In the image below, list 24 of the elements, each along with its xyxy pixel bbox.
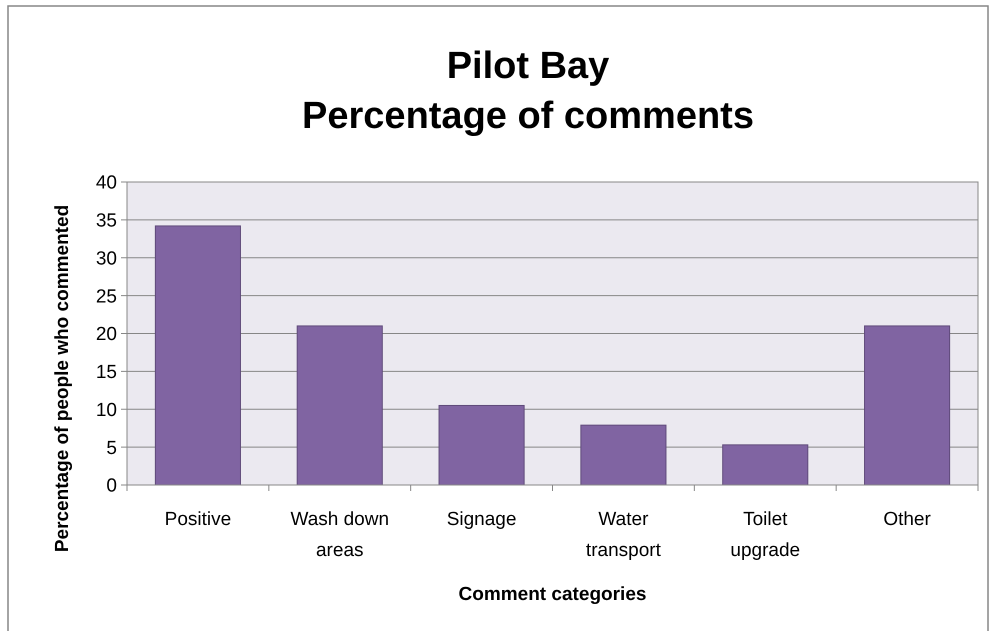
y-tick-label: 35 — [96, 210, 117, 232]
y-tick-label: 10 — [96, 400, 117, 421]
x-tick-label: Positive — [164, 509, 232, 530]
x-tick-label: Signage — [446, 509, 516, 530]
bar — [864, 325, 950, 486]
x-tick-label: Water transport — [586, 509, 662, 561]
bar — [296, 325, 383, 486]
x-tick-label: Other — [883, 509, 932, 530]
y-tick-label: 0 — [106, 476, 117, 497]
bar — [722, 444, 808, 486]
y-axis-title: Percentage of people who commented — [52, 204, 73, 552]
bar — [438, 404, 525, 486]
chart-title: Pilot Bay Percentage of comments — [302, 45, 754, 137]
bar — [580, 424, 666, 486]
bar — [154, 225, 241, 486]
x-tick-label: Wash down areas — [290, 509, 390, 561]
y-tick-label: 25 — [96, 286, 117, 308]
y-tick-label: 40 — [96, 172, 117, 194]
y-tick-label: 30 — [96, 248, 117, 270]
y-tick-label: 15 — [96, 362, 117, 384]
x-axis-title: Comment categories — [458, 584, 646, 605]
y-tick-label: 20 — [96, 324, 117, 346]
x-tick-label: Toilet upgrade — [730, 509, 800, 561]
y-tick-label: 5 — [106, 438, 117, 459]
